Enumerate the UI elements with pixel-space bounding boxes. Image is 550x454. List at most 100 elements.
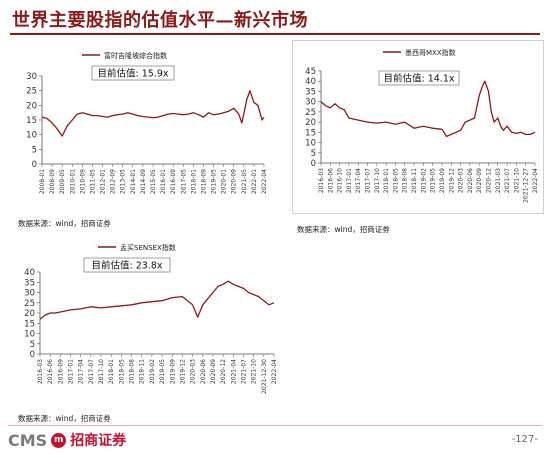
- x-tick-label: 2018-05: [118, 359, 125, 384]
- x-tick-label: 2018-09: [200, 169, 207, 194]
- x-tick-label: 2021-12-27: [523, 168, 530, 203]
- y-tick-label: 0: [311, 159, 316, 169]
- x-tick-label: 2009-05: [59, 169, 66, 194]
- x-tick-label: 2018-11: [139, 359, 146, 384]
- y-tick-label: 5: [311, 149, 316, 159]
- valuation-annotation-box: [91, 65, 175, 81]
- x-tick-label: 2020-12: [485, 168, 492, 193]
- source-note-mxx: 数据来源：wind，招商证券: [297, 225, 390, 234]
- x-tick-label: 2017-10: [98, 359, 105, 384]
- x-tick-label: 2020-12: [220, 359, 227, 384]
- source-note-sensex: 数据来源：wind，招商证券: [18, 414, 111, 423]
- chart-panel-ftse: 0 5 10 15 20 25 30 2008-01 2008-09 2009-05 2010-01…: [12, 40, 272, 208]
- x-tick-label: 2020-09: [231, 169, 238, 194]
- x-tick-label: 2022-01: [251, 169, 258, 194]
- x-tick-label: 2020-01: [221, 169, 228, 194]
- valuation-annotation: 目前估值: 15.9x: [98, 68, 169, 80]
- x-tick-label: 2022-04: [532, 168, 539, 193]
- x-tick-label: 2020-06: [200, 359, 207, 384]
- x-tick-label: 2018-11: [411, 168, 418, 193]
- valuation-annotation-box: [378, 70, 460, 86]
- x-tick-label: 2021-05: [241, 169, 248, 194]
- chart-ftse: 0 5 10 15 20 25 30 2008-01 2008-09 2009-05 2010-01…: [26, 51, 268, 194]
- x-tick-label: 2018-08: [129, 359, 136, 384]
- page-number: -127-: [511, 434, 538, 445]
- x-tick-label: 2014-01: [130, 169, 137, 194]
- legend-label: 墨西哥MXX指数: [405, 48, 456, 57]
- source-note-ftse: 数据来源：wind，招商证券: [18, 219, 111, 228]
- y-tick-label: 10: [24, 330, 35, 340]
- y-tick-label: 35: [305, 87, 316, 97]
- x-tick-label: 2017-07: [88, 359, 95, 384]
- x-tick-label: 2021-07: [504, 168, 511, 193]
- series-line: [39, 280, 275, 320]
- x-tick-label: 2016-09: [57, 359, 64, 384]
- x-tick-label: 2021-10: [513, 168, 520, 193]
- company-logo: CMS m 招商证券: [8, 429, 126, 451]
- x-tick-label: 2016-09: [170, 169, 177, 194]
- x-tick-label: 2018-08: [402, 168, 409, 193]
- series-line: [41, 90, 265, 137]
- y-tick-label: 35: [24, 278, 35, 288]
- y-tick-label: 30: [305, 98, 316, 108]
- y-tick-label: 45: [305, 67, 316, 77]
- x-tick-label: 2012-09: [110, 169, 117, 194]
- x-tick-label: 2017-04: [78, 359, 85, 384]
- x-tick-label: 2019-02: [149, 359, 156, 384]
- chart-panel-mxx: 0 5 10 15 20 25 30 35 40 45 2016-03 2016-06 2016-10 2…: [292, 40, 544, 214]
- y-tick-label: 25: [305, 108, 316, 118]
- y-tick-label: 30: [24, 289, 35, 299]
- x-tick-label: 2021-07: [240, 359, 247, 384]
- page-title: 世界主要股指的估值水平—新兴市场: [12, 10, 308, 31]
- x-tick-label: 2016-10: [337, 168, 344, 193]
- footer-divider: [8, 425, 542, 426]
- x-tick-label: 2019-09: [169, 359, 176, 384]
- logo-badge-icon: m: [51, 432, 67, 448]
- x-tick-label: 2016-03: [37, 359, 44, 384]
- x-tick-label: 2008-01: [39, 169, 46, 194]
- x-tick-label: 2018-01: [108, 359, 115, 384]
- x-tick-label: 2017-07: [365, 168, 372, 193]
- x-tick-label: 2010-09: [79, 169, 86, 194]
- y-tick-label: 15: [24, 319, 35, 329]
- x-tick-label: 2019-12: [448, 168, 455, 193]
- series-line: [320, 80, 536, 138]
- x-tick-label: 2016-06: [327, 168, 334, 193]
- valuation-annotation: 目前估值: 14.1x: [384, 73, 455, 85]
- x-tick-label: 2017-01: [346, 168, 353, 193]
- x-tick-label: 2015-05: [150, 169, 157, 194]
- title-divider: [10, 33, 540, 35]
- y-tick-label: 25: [26, 87, 37, 97]
- x-tick-label: 2018-01: [383, 168, 390, 193]
- x-tick-label: 2019-09: [439, 168, 446, 193]
- y-tick-label: 20: [305, 118, 316, 128]
- y-tick-label: 0: [32, 160, 37, 170]
- x-tick-label: 2022-04: [261, 169, 268, 194]
- x-tick-label: 2018-05: [392, 168, 399, 193]
- x-tick-label: 2021-12-30: [261, 359, 268, 394]
- chart-panel-sensex: 0 5 10 15 20 25 30 35 40 2016-03 2016-06 2016-09 201…: [12, 236, 282, 401]
- x-tick-label: 2016-06: [47, 359, 54, 384]
- y-tick-label: 20: [24, 309, 35, 319]
- legend-label: 孟买SENSEX指数: [120, 243, 176, 252]
- x-tick-label: 2022-04: [271, 359, 278, 384]
- x-tick-label: 2017-04: [355, 168, 362, 193]
- x-tick-label: 2020-03: [458, 168, 465, 193]
- x-tick-label: 2013-05: [120, 169, 127, 194]
- x-tick-label: 2021-04: [230, 359, 237, 384]
- x-tick-label: 2021-03: [495, 168, 502, 193]
- x-tick-label: 2020-09: [210, 359, 217, 384]
- y-tick-label: 15: [305, 128, 316, 138]
- x-tick-label: 2019-05: [211, 169, 218, 194]
- y-tick-label: 25: [24, 299, 35, 309]
- x-tick-label: 2016-03: [318, 168, 325, 193]
- x-tick-label: 2020-03: [190, 359, 197, 384]
- x-tick-label: 2008-09: [49, 169, 56, 194]
- x-tick-label: 2021-10: [251, 359, 258, 384]
- x-tick-label: 2018-01: [190, 169, 197, 194]
- y-tick-label: 0: [30, 350, 35, 360]
- x-tick-label: 2017-10: [374, 168, 381, 193]
- x-tick-label: 2019-05: [430, 168, 437, 193]
